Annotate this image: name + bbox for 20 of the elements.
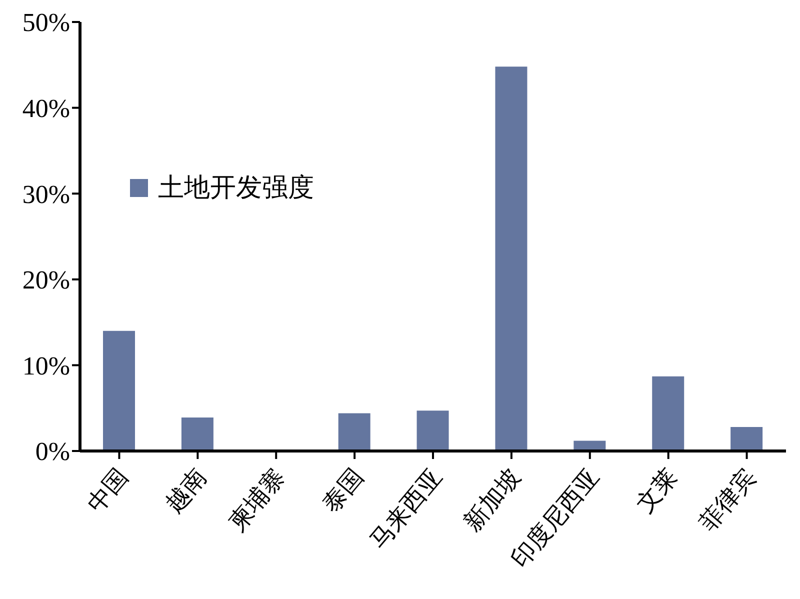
bar (181, 418, 214, 451)
legend-label: 土地开发强度 (158, 172, 314, 204)
y-tick-label: 20% (22, 266, 70, 295)
bar (652, 376, 684, 451)
bar (103, 330, 135, 451)
bar (495, 66, 528, 451)
bar (416, 410, 449, 451)
bar (338, 413, 370, 451)
x-tick-label: 新加坡 (459, 464, 526, 536)
x-tick-label: 越南 (161, 464, 212, 518)
y-tick-label: 40% (22, 94, 70, 124)
y-tick-label: 50% (22, 8, 70, 38)
y-tick-label: 10% (22, 351, 70, 380)
x-tick-label: 菲律宾 (694, 464, 762, 536)
bar (730, 426, 763, 451)
y-tick-label: 0% (35, 437, 70, 466)
y-tick-label: 30% (22, 180, 70, 209)
x-tick-label: 文莱 (631, 464, 683, 518)
x-tick-label: 柬埔寨 (224, 464, 291, 536)
x-tick-label: 中国 (82, 464, 134, 518)
